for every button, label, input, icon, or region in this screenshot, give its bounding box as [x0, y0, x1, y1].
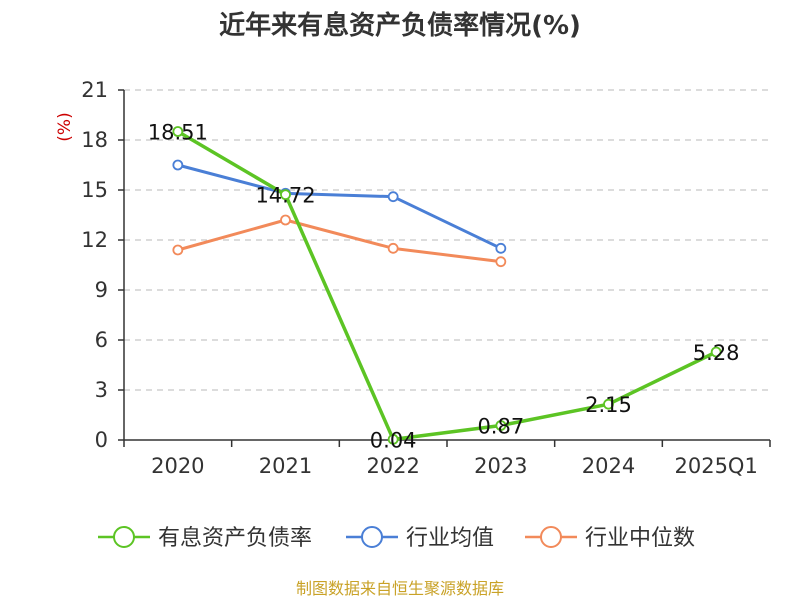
source-note: 制图数据来自恒生聚源数据库	[296, 579, 504, 598]
x-tick-label-4: 2024	[582, 454, 635, 478]
data-label-0-0: 18.51	[148, 121, 208, 145]
data-label-0-1: 14.72	[255, 184, 315, 208]
legend-marker-1	[361, 526, 383, 548]
data-point-1-0	[172, 159, 184, 171]
series-1	[172, 159, 507, 254]
y-tick-label-5: 15	[81, 178, 108, 202]
data-label-0-4: 2.15	[585, 393, 632, 417]
data-point-0-2	[387, 433, 399, 445]
data-point-0-3	[495, 420, 507, 431]
y-tick-label-1: 3	[95, 378, 108, 402]
series-0: 18.51 14.72 0.04 0.87 2.15 5.28	[148, 121, 740, 453]
legend-label-0: 有息资产负债率	[158, 526, 312, 551]
y-tick-label-7: 21	[81, 78, 108, 102]
data-label-0-3: 0.87	[477, 415, 524, 439]
y-tick-label-0: 0	[95, 428, 108, 452]
data-point-1-3	[495, 242, 507, 254]
x-tick-label-5: 2025Q1	[674, 454, 757, 478]
series-line-1	[177, 163, 502, 250]
legend-item-0[interactable]: 有息资产负债率	[98, 526, 312, 551]
legend-marker-2	[540, 526, 562, 548]
data-point-0-1	[280, 189, 291, 201]
data-point-0-4	[603, 398, 614, 410]
data-point-0-0	[172, 126, 184, 137]
series-line-2	[177, 218, 502, 264]
x-tick-label-0: 2020	[151, 454, 204, 478]
data-point-2-0	[172, 244, 184, 256]
data-point-0-5	[710, 346, 722, 358]
data-point-2-3	[495, 256, 507, 268]
legend[interactable]: 有息资产负债率 行业均值 行业中位数	[98, 526, 695, 551]
axes: 0 3 6 9 12 15 18 21 2020 2021 2022 2023 2024 2025Q1	[81, 78, 771, 478]
legend-item-2[interactable]: 行业中位数	[525, 526, 695, 551]
series-2	[172, 214, 507, 268]
y-tick-label-3: 9	[95, 278, 108, 302]
legend-marker-0	[113, 526, 135, 548]
y-tick-label-2: 6	[95, 328, 108, 352]
y-tick-label-4: 12	[81, 228, 108, 252]
y-tick-label-6: 18	[81, 128, 108, 152]
series-layer: 18.51 14.72 0.04 0.87 2.15 5.28	[148, 121, 740, 453]
data-point-2-1	[280, 214, 291, 226]
data-label-0-5: 5.28	[693, 341, 740, 365]
x-tick-label-3: 2023	[474, 454, 527, 478]
data-label-0-2: 0.04	[370, 428, 417, 452]
series-line-0	[176, 129, 717, 442]
legend-label-1: 行业均值	[406, 526, 494, 551]
x-tick-label-2: 2022	[366, 454, 419, 478]
y-axis-label: (%)	[55, 112, 75, 141]
data-point-1-2	[387, 191, 399, 203]
legend-item-1[interactable]: 行业均值	[346, 526, 494, 551]
data-point-2-2	[387, 242, 399, 254]
chart-title: 近年来有息资产负债率情况(%)	[219, 10, 581, 41]
x-tick-label-1: 2021	[259, 454, 312, 478]
grid	[124, 89, 770, 391]
legend-label-2: 行业中位数	[585, 526, 695, 551]
